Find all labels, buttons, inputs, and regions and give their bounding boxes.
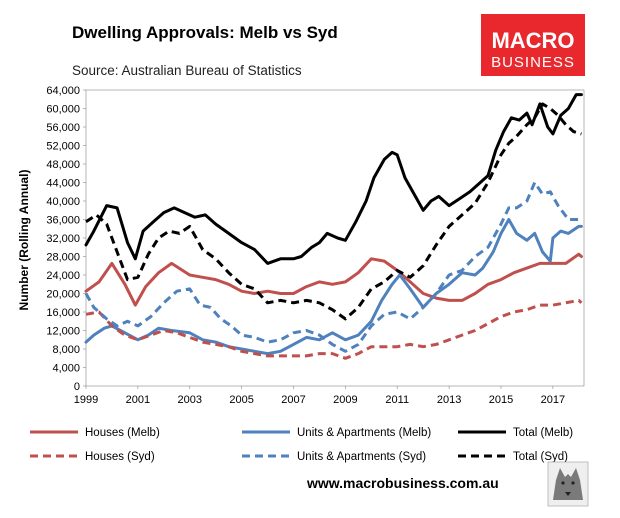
legend-label: Units & Apartments (Syd) — [297, 451, 426, 463]
legend-label: Total (Syd) — [513, 451, 568, 463]
y-tick-label: 48,000 — [46, 159, 80, 171]
y-tick-label: 52,000 — [46, 141, 80, 153]
x-tick-label: 1999 — [74, 394, 98, 406]
series-line-houses-syd — [85, 298, 583, 360]
y-axis-ticks: 0 4,000 8,000 12,000 16,000 20,000 24,000 28,00… — [46, 85, 86, 393]
x-tick-label: 2011 — [385, 394, 409, 406]
legend: Houses (Melb) Units & Apartments (Melb) To… — [30, 427, 573, 463]
y-tick-label: 44,000 — [46, 178, 80, 190]
x-tick-label: 2003 — [178, 394, 202, 406]
legend-label: Houses (Melb) — [85, 427, 160, 439]
y-tick-label: 24,000 — [46, 270, 80, 282]
series-line-total-melb — [84, 93, 583, 265]
y-tick-label: 20,000 — [46, 289, 80, 301]
series-line-total-syd — [85, 102, 582, 321]
y-tick-label: 40,000 — [46, 196, 80, 208]
y-tick-label: 4,000 — [52, 363, 80, 375]
y-tick-label: 36,000 — [46, 215, 80, 227]
chart-subtitle: Source: Australian Bureau of Statistics — [72, 63, 302, 78]
y-tick-label: 28,000 — [46, 252, 80, 264]
series-lines — [84, 93, 583, 360]
series-line-units-apartments-syd — [84, 181, 583, 353]
y-tick-label: 8,000 — [52, 344, 80, 356]
x-tick-label: 2001 — [126, 394, 150, 406]
x-tick-label: 2013 — [437, 394, 461, 406]
legend-label: Units & Apartments (Melb) — [297, 427, 431, 439]
legend-label: Total (Melb) — [513, 427, 573, 439]
logo-background — [481, 14, 585, 76]
x-tick-label: 2017 — [541, 394, 565, 406]
y-tick-label: 16,000 — [46, 307, 80, 319]
macrobusiness-logo: MACRO BUSINESS — [481, 14, 585, 76]
y-tick-label: 64,000 — [46, 85, 80, 97]
x-tick-label: 2005 — [229, 394, 253, 406]
y-tick-label: 32,000 — [46, 233, 80, 245]
y-tick-label: 0 — [74, 381, 80, 393]
logo-line-1: MACRO — [491, 28, 574, 53]
x-tick-label: 2015 — [489, 394, 513, 406]
series-line-houses-melb — [84, 252, 583, 307]
y-axis-label: Number (Rolling Annual) — [17, 170, 31, 311]
website-url: www.macrobusiness.com.au — [306, 475, 499, 491]
plot-frame — [85, 89, 585, 387]
legend-label: Houses (Syd) — [85, 451, 155, 463]
series-line-units-apartments-melb — [84, 218, 583, 356]
x-axis-ticks: 1999 2001 2003 2005 2007 2009 2011 2013 2015 2017 — [74, 386, 565, 406]
x-tick-label: 2007 — [281, 394, 305, 406]
wolf-logo-icon — [547, 461, 589, 507]
logo-line-2: BUSINESS — [491, 54, 575, 71]
chart-title: Dwelling Approvals: Melb vs Syd — [72, 23, 338, 42]
y-tick-label: 12,000 — [46, 326, 80, 338]
y-tick-label: 56,000 — [46, 122, 80, 134]
y-tick-label: 60,000 — [46, 104, 80, 116]
x-tick-label: 2009 — [333, 394, 357, 406]
